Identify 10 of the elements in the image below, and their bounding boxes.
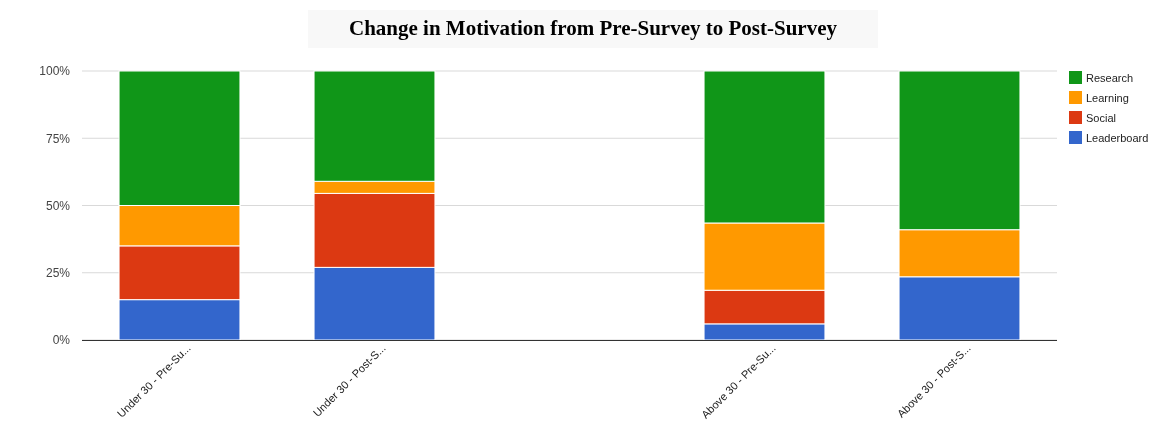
y-tick-label: 25%: [45, 266, 71, 281]
legend-label: Learning: [1086, 91, 1129, 104]
legend-label: Research: [1086, 71, 1134, 84]
y-tick-label: 100%: [39, 64, 71, 79]
chart-title: Change in Motivation from Pre-Survey to Post-Survey: [348, 16, 838, 40]
legend-label: Social: [1086, 111, 1116, 124]
y-tick-label: 50%: [45, 198, 71, 213]
y-tick-label: 75%: [45, 131, 71, 146]
legend-label: Leaderboard: [1086, 131, 1149, 144]
y-tick-label: 0%: [52, 333, 71, 348]
